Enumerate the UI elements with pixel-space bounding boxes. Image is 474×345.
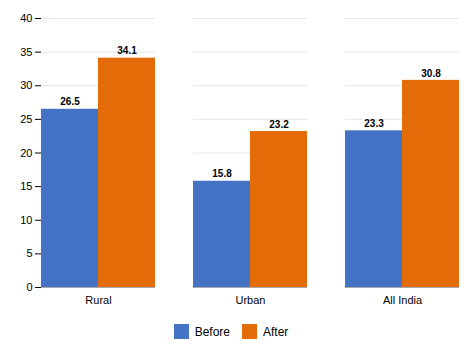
svg-text:25: 25 (20, 113, 32, 125)
svg-text:35: 35 (20, 46, 32, 58)
svg-text:10: 10 (20, 214, 32, 226)
svg-text:30: 30 (20, 79, 32, 91)
svg-text:15: 15 (20, 180, 32, 192)
svg-text:0: 0 (26, 281, 32, 293)
svg-text:26.5: 26.5 (60, 96, 80, 107)
svg-text:20: 20 (20, 147, 32, 159)
svg-text:Rural: Rural (85, 294, 111, 306)
svg-text:23.3: 23.3 (364, 118, 384, 129)
svg-text:Urban: Urban (236, 294, 266, 306)
svg-text:5: 5 (26, 247, 32, 259)
svg-text:All India: All India (383, 294, 423, 306)
svg-text:30.8: 30.8 (421, 68, 441, 79)
svg-text:23.2: 23.2 (269, 119, 289, 130)
html-text:Before: Before (194, 324, 230, 339)
svg-text:15.8: 15.8 (212, 168, 232, 179)
svg-text:34.1: 34.1 (117, 45, 137, 56)
svg-text:40: 40 (20, 12, 32, 24)
html-text:After: After (263, 324, 289, 339)
